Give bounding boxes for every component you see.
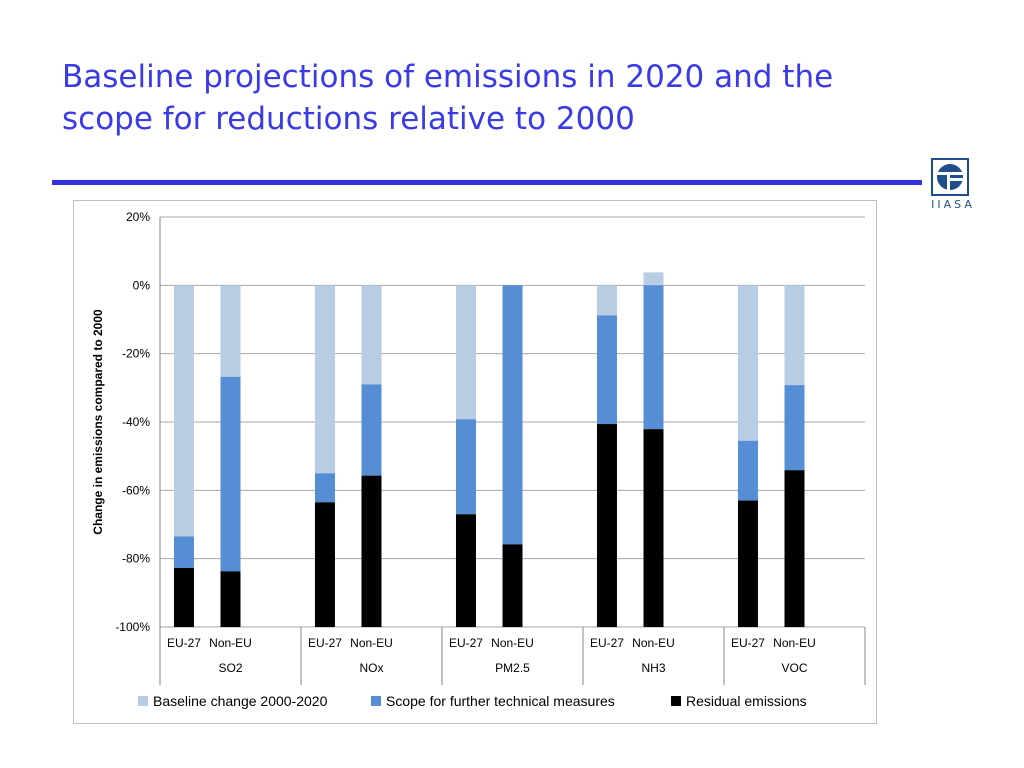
bar-segment: [220, 376, 241, 572]
legend-swatch: [671, 696, 681, 706]
x-tick-label: Non-EU: [773, 636, 816, 650]
x-group-label: VOC: [781, 661, 807, 675]
y-tick-label: 0%: [133, 278, 151, 292]
y-tick-label: -60%: [122, 483, 150, 497]
bar-segment: [784, 470, 805, 627]
bar-segment: [643, 429, 664, 627]
bar-segment: [784, 385, 805, 471]
bar-segment: [314, 473, 335, 503]
legend-label: Baseline change 2000-2020: [153, 693, 328, 709]
bar-segment: [737, 285, 758, 441]
x-group-label: PM2.5: [495, 661, 530, 675]
y-axis-title: Change in emissions compared to 2000: [91, 309, 105, 535]
legend-label: Scope for further technical measures: [386, 693, 615, 709]
bar-segment: [314, 502, 335, 627]
x-tick-label: Non-EU: [350, 636, 393, 650]
bar-segment: [220, 571, 241, 627]
x-tick-label: EU-27: [731, 636, 765, 650]
bar-segment: [596, 424, 617, 627]
bar-segment: [361, 285, 382, 385]
bar-segment: [596, 315, 617, 425]
bar-segment: [173, 536, 194, 568]
y-tick-label: 20%: [126, 210, 150, 224]
chart-area: 20% 0% -20% -40% -60% -80% -100% Change in emis…: [73, 200, 877, 724]
bar-segment: [455, 419, 476, 515]
x-group-label: NOx: [360, 661, 384, 675]
bar-segment: [737, 500, 758, 627]
globe-icon: [937, 164, 963, 191]
x-tick-label: EU-27: [590, 636, 624, 650]
slide-title-line-1: Baseline projections of emissions in 202…: [62, 59, 834, 95]
legend-label: Residual emissions: [686, 693, 807, 709]
iiasa-logo-text: IIASA: [931, 198, 975, 211]
x-tick-label: EU-27: [449, 636, 483, 650]
bar-segment: [502, 285, 523, 545]
stacked-bar-chart: 20% 0% -20% -40% -60% -80% -100% Change in emis…: [91, 210, 866, 709]
title-divider: [52, 180, 922, 185]
legend-swatch: [371, 696, 381, 706]
slide-title: Baseline projections of emissions in 202…: [62, 56, 922, 140]
bar-segment: [502, 544, 523, 627]
x-tick-label: EU-27: [308, 636, 342, 650]
bar-segment: [314, 285, 335, 474]
x-group-label: NH3: [641, 661, 665, 675]
slide-title-line-2: scope for reductions relative to 2000: [62, 101, 635, 137]
iiasa-logo-emblem: [931, 158, 969, 196]
x-tick-label: Non-EU: [491, 636, 534, 650]
bar-segment: [173, 285, 194, 537]
bar-segment: [455, 514, 476, 627]
y-tick-label: -100%: [115, 620, 150, 634]
bar-segment: [643, 272, 664, 286]
bar-segment: [173, 567, 194, 627]
bar-segment: [361, 475, 382, 627]
bar-segment: [220, 285, 241, 377]
x-tick-label: EU-27: [167, 636, 201, 650]
x-group-label: SO2: [218, 661, 242, 675]
iiasa-logo: IIASA: [930, 158, 974, 214]
bar-segment: [784, 285, 805, 386]
y-tick-label: -80%: [122, 552, 150, 566]
legend-swatch: [138, 696, 148, 706]
bar-segment: [737, 440, 758, 501]
bar-segment: [596, 285, 617, 316]
x-tick-label: Non-EU: [632, 636, 675, 650]
bar-segment: [643, 285, 664, 430]
y-tick-label: -40%: [122, 415, 150, 429]
bar-segment: [361, 384, 382, 476]
x-tick-label: Non-EU: [209, 636, 252, 650]
bar-segment: [455, 285, 476, 420]
y-tick-label: -20%: [122, 347, 150, 361]
